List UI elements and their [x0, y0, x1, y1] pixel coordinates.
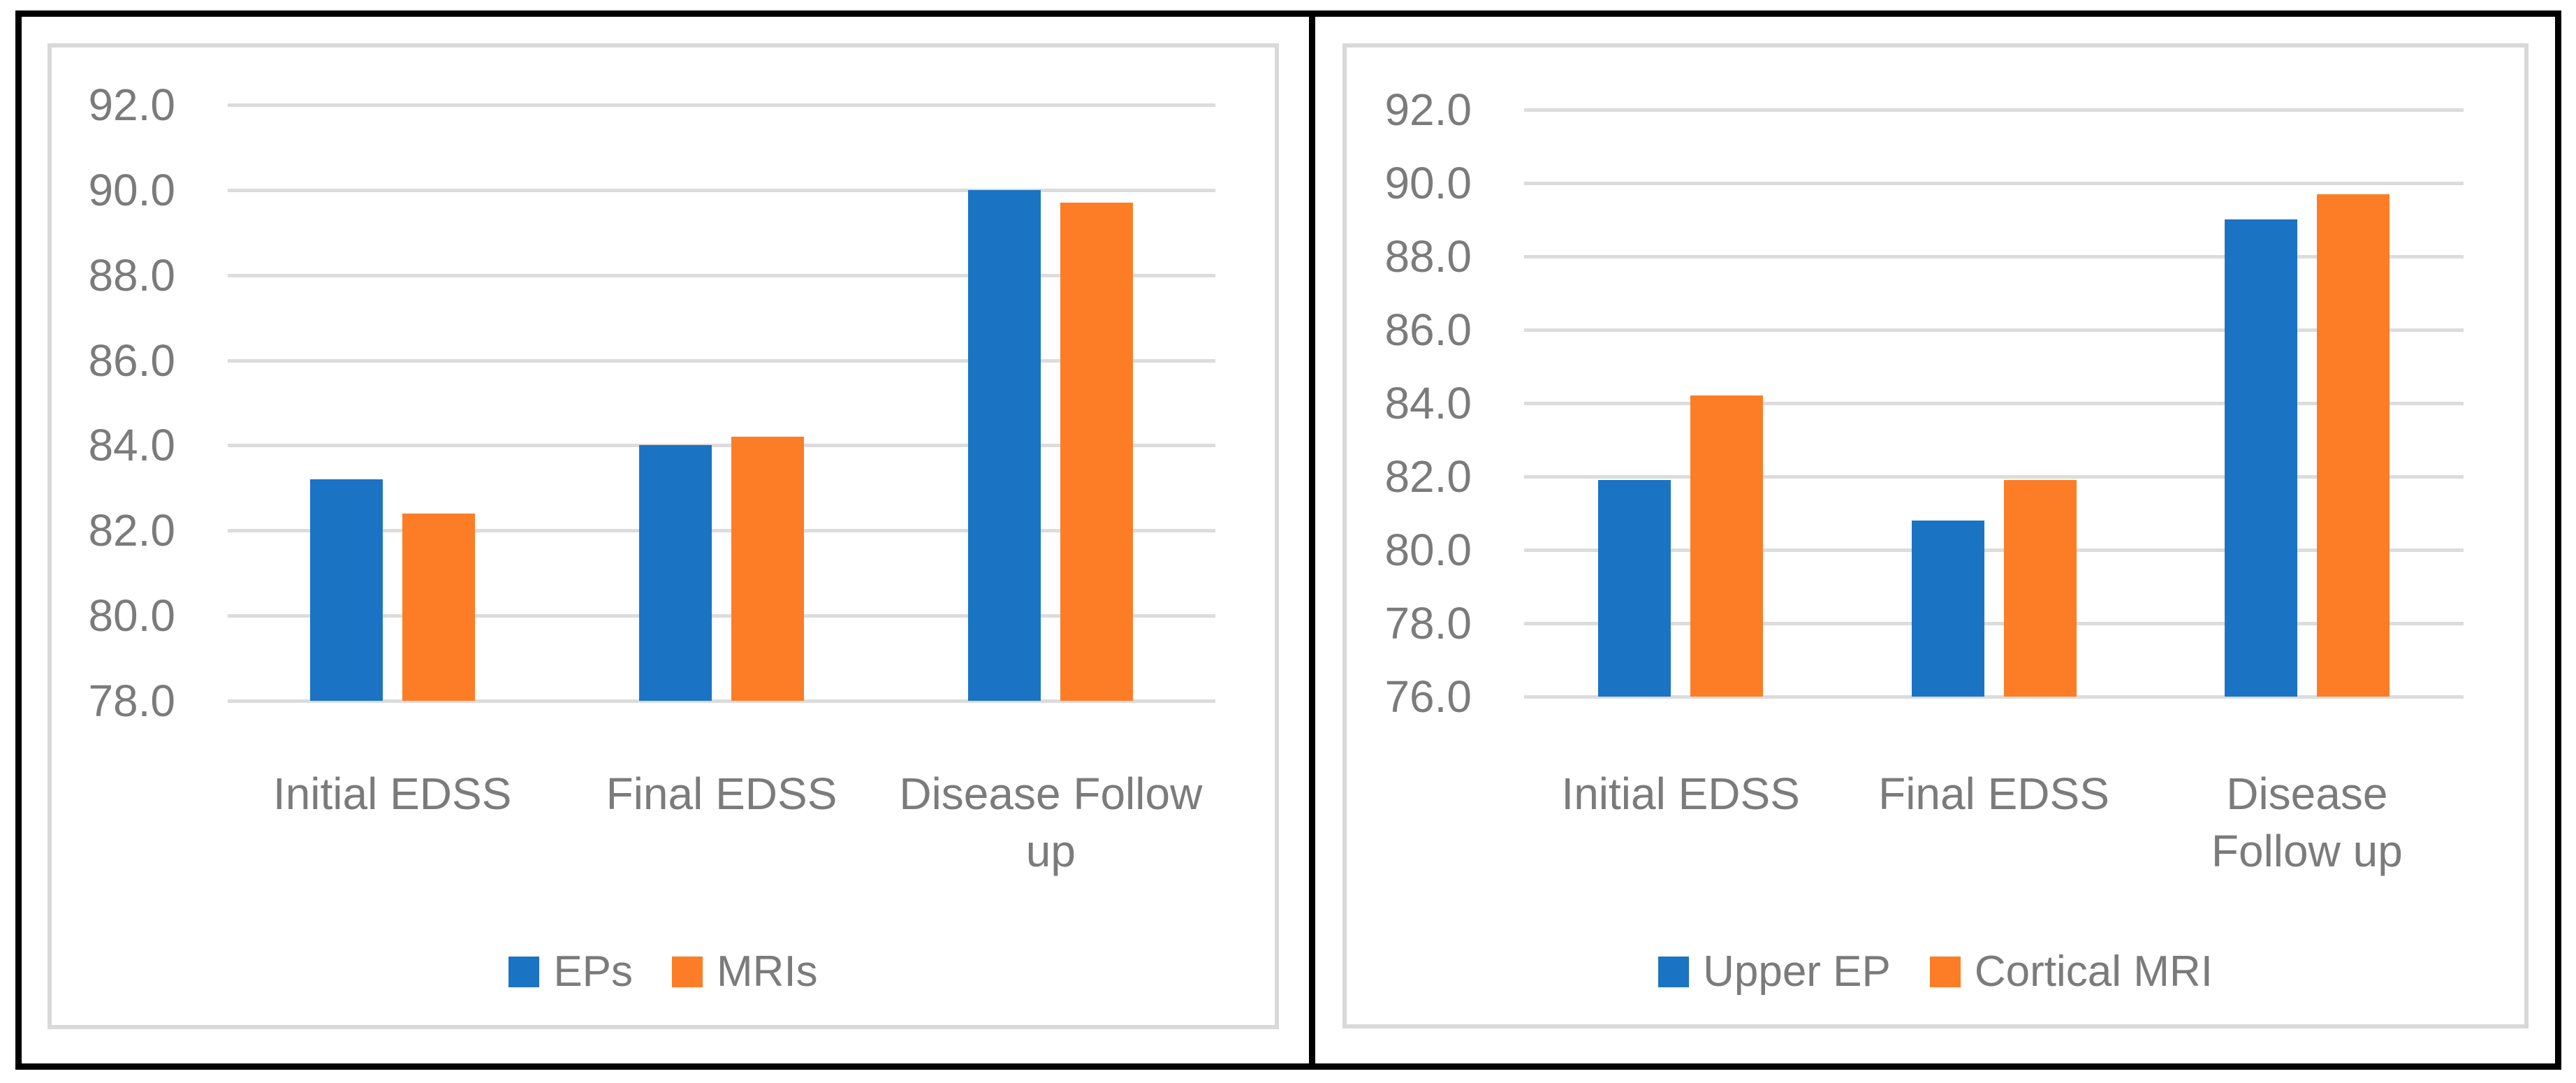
category-label-disease-follow-up: Disease Follow up [2072, 765, 2542, 880]
category-label-line: Final EDSS [606, 769, 837, 819]
legend-swatch-icon [1929, 957, 1961, 987]
ytick-label-82.0: 82.0 [88, 505, 175, 556]
gridline-80.0 [1524, 548, 2464, 552]
bar-mris-initial-edss [402, 514, 475, 701]
gridline-86.0 [1524, 328, 2464, 332]
legend-item-cortical-mri: Cortical MRI [1929, 947, 2213, 996]
ytick-label-92.0: 92.0 [88, 80, 175, 130]
gridline-84.0 [228, 444, 1215, 448]
ytick-label-86.0: 86.0 [1384, 305, 1472, 355]
category-label-line: Final EDSS [1878, 769, 2109, 819]
gridline-90.0 [1524, 182, 2464, 185]
category-label-initial-edss: Initial EDSS [145, 765, 639, 822]
category-label-line: Disease [2226, 769, 2388, 819]
gridline-78.0 [228, 699, 1215, 703]
chart-left-eps-vs-mris: 92.0 90.0 88.0 86.0 84.0 82.0 80.0 78.0 Initial … [47, 43, 1279, 1029]
ytick-label-92.0: 92.0 [1384, 85, 1472, 135]
gridline-92.0 [228, 103, 1215, 107]
gridline-76.0 [1524, 695, 2464, 699]
ytick-label-80.0: 80.0 [1384, 525, 1472, 575]
legend-item-eps: EPs [508, 950, 633, 994]
legend-item-upper-ep: Upper EP [1658, 950, 1891, 994]
ytick-label-84.0: 84.0 [1384, 378, 1472, 428]
ytick-label-76.0: 76.0 [1384, 671, 1472, 722]
legend-item-mris: MRIs [672, 950, 818, 994]
bar-eps-disease-follow-up [968, 190, 1041, 701]
bar-mris-disease-follow-up [1060, 203, 1133, 701]
legend-label: EPs [553, 947, 634, 996]
ytick-label-88.0: 88.0 [1384, 231, 1472, 282]
gridline-88.0 [1524, 255, 2464, 259]
legend: Upper EP Cortical MRI [1347, 950, 2524, 994]
ytick-label-88.0: 88.0 [88, 249, 175, 300]
ytick-label-84.0: 84.0 [88, 420, 175, 471]
gridline-78.0 [1524, 622, 2464, 625]
ytick-label-78.0: 78.0 [1384, 598, 1472, 648]
category-label-line: Disease Follow [899, 769, 1203, 819]
bar-upper-ep-final-edss [1912, 521, 1984, 697]
ytick-label-80.0: 80.0 [88, 590, 175, 641]
gridline-80.0 [228, 614, 1215, 618]
category-label-line: up [1025, 826, 1076, 876]
gridline-82.0 [1524, 475, 2464, 479]
figure-outer-border [15, 10, 2561, 1070]
category-label-final-edss: Final EDSS [1759, 765, 2229, 822]
ytick-label-82.0: 82.0 [1384, 451, 1472, 502]
bar-eps-final-edss [639, 445, 712, 701]
category-label-line: Initial EDSS [1561, 769, 1800, 819]
panel-divider [1309, 10, 1315, 1070]
gridline-86.0 [228, 358, 1215, 363]
legend-label: Cortical MRI [1974, 947, 2213, 996]
gridline-92.0 [1524, 108, 2464, 112]
gridline-82.0 [228, 529, 1215, 533]
bar-eps-initial-edss [310, 479, 383, 701]
ytick-label-90.0: 90.0 [88, 164, 175, 215]
ytick-label-86.0: 86.0 [88, 335, 175, 386]
legend: EPs MRIs [52, 950, 1275, 994]
gridline-84.0 [1524, 402, 2464, 405]
category-label-line: Follow up [2211, 826, 2403, 876]
bar-upper-ep-disease-follow-up [2225, 219, 2297, 697]
ytick-label-78.0: 78.0 [88, 676, 175, 726]
category-label-initial-edss: Initial EDSS [1446, 765, 1916, 822]
legend-swatch-icon [672, 957, 703, 987]
legend-swatch-icon [1658, 957, 1690, 987]
category-label-disease-follow-up: Disease Follow up [804, 765, 1298, 880]
legend-swatch-icon [508, 957, 540, 987]
chart-right-upper-ep-vs-cortical-mri: 92.0 90.0 88.0 86.0 84.0 82.0 80.0 78.0 76.0 Init… [1342, 43, 2529, 1029]
bar-mris-final-edss [731, 437, 804, 701]
gridline-90.0 [228, 188, 1215, 192]
bar-cortical-mri-disease-follow-up [2317, 194, 2390, 697]
ytick-label-90.0: 90.0 [1384, 158, 1472, 208]
gridline-88.0 [228, 273, 1215, 277]
bar-cortical-mri-final-edss [2004, 480, 2077, 697]
category-label-line: Initial EDSS [272, 769, 512, 819]
category-label-final-edss: Final EDSS [475, 765, 969, 822]
legend-label: MRIs [717, 947, 818, 996]
bar-cortical-mri-initial-edss [1690, 395, 1763, 697]
legend-label: Upper EP [1703, 947, 1891, 996]
bar-upper-ep-initial-edss [1598, 480, 1671, 697]
